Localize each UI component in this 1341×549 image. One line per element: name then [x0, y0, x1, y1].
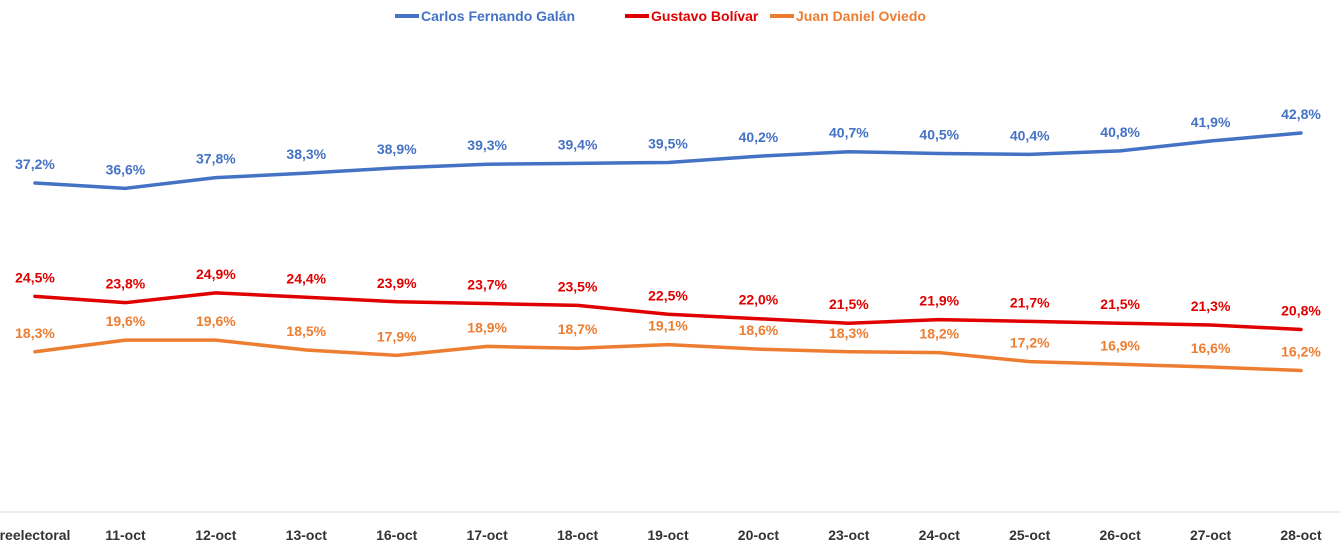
x-tick-label: 25-oct: [1009, 527, 1051, 543]
data-label: 18,6%: [739, 322, 779, 338]
x-tick-label: 16-oct: [376, 527, 418, 543]
data-label: 37,8%: [196, 151, 236, 167]
data-label: 16,2%: [1281, 344, 1321, 360]
legend-entry: Juan Daniel Oviedo: [796, 8, 926, 24]
data-label: 18,7%: [558, 321, 598, 337]
data-label: 21,7%: [1010, 294, 1050, 310]
x-tick-label: 26-oct: [1100, 527, 1142, 543]
data-label: 18,9%: [467, 319, 507, 335]
data-label: 36,6%: [106, 161, 146, 177]
data-label: 23,7%: [467, 277, 507, 293]
data-label: 39,4%: [558, 136, 598, 152]
data-label: 18,2%: [919, 326, 959, 342]
data-label: 39,5%: [648, 135, 688, 151]
data-label: 24,4%: [286, 270, 326, 286]
data-label: 40,8%: [1100, 124, 1140, 140]
data-label: 17,2%: [1010, 335, 1050, 351]
x-tick-label: 20-oct: [738, 527, 780, 543]
data-label: 21,5%: [1100, 296, 1140, 312]
data-label: 17,9%: [377, 328, 417, 344]
x-tick-label: reelectoral: [0, 527, 70, 543]
data-label: 42,8%: [1281, 106, 1321, 122]
x-tick-label: 23-oct: [828, 527, 870, 543]
data-label: 21,3%: [1191, 298, 1231, 314]
data-label: 21,5%: [829, 296, 869, 312]
data-label: 38,9%: [377, 141, 417, 157]
data-label: 18,3%: [15, 325, 55, 341]
data-label: 16,6%: [1191, 340, 1231, 356]
data-label: 40,5%: [919, 127, 959, 143]
data-label: 23,5%: [558, 278, 598, 294]
data-label: 21,9%: [919, 293, 959, 309]
x-tick-label: 19-oct: [647, 527, 689, 543]
x-tick-label: 13-oct: [286, 527, 328, 543]
data-label: 19,1%: [648, 318, 688, 334]
data-label: 22,5%: [648, 287, 688, 303]
x-tick-label: 27-oct: [1190, 527, 1232, 543]
data-label: 18,5%: [286, 323, 326, 339]
data-label: 37,2%: [15, 156, 55, 172]
data-label: 19,6%: [106, 313, 146, 329]
data-label: 24,5%: [15, 269, 55, 285]
data-label: 22,0%: [739, 292, 779, 308]
x-tick-label: 28-oct: [1280, 527, 1322, 543]
data-label: 23,8%: [106, 276, 146, 292]
x-tick-label: 12-oct: [195, 527, 237, 543]
data-label: 20,8%: [1281, 302, 1321, 318]
data-label: 41,9%: [1191, 114, 1231, 130]
x-tick-label: 18-oct: [557, 527, 599, 543]
data-label: 40,7%: [829, 125, 869, 141]
x-tick-label: 11-oct: [105, 527, 146, 543]
x-tick-label: 24-oct: [919, 527, 961, 543]
x-tick-label: 17-oct: [467, 527, 509, 543]
data-label: 23,9%: [377, 275, 417, 291]
data-label: 18,3%: [829, 325, 869, 341]
legend-entry: Carlos Fernando Galán: [421, 8, 575, 24]
data-label: 39,3%: [467, 137, 507, 153]
data-label: 19,6%: [196, 313, 236, 329]
legend-entry: Gustavo Bolívar: [651, 8, 759, 24]
data-label: 38,3%: [286, 146, 326, 162]
data-label: 40,2%: [739, 129, 779, 145]
data-label: 24,9%: [196, 266, 236, 282]
data-label: 40,4%: [1010, 127, 1050, 143]
data-label: 16,9%: [1100, 337, 1140, 353]
